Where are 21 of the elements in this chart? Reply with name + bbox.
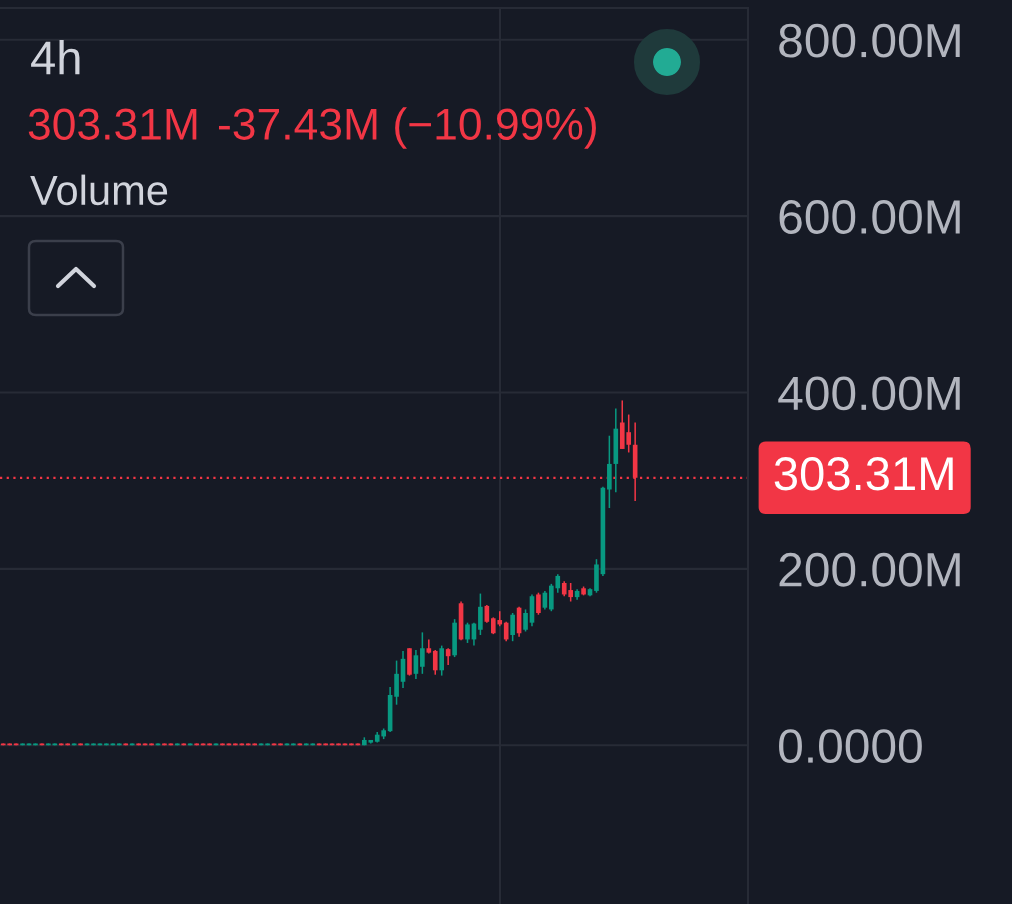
candlestick (536, 591, 541, 616)
candlestick (503, 621, 509, 642)
candlestick (465, 621, 470, 644)
annotation: 303.31M (28, 108, 197, 140)
candlestick (426, 638, 432, 655)
candlestick (439, 644, 445, 677)
y-tick-label: 400.00M (778, 376, 960, 411)
y-tick-label: 200.00M (779, 552, 960, 587)
candlestick (523, 608, 528, 633)
annotation: -37.43M (−10.99%) (218, 107, 596, 149)
y-tick-label: 600.00M (779, 200, 960, 234)
candlestick (394, 659, 399, 706)
ref-line-label: 303.31M (774, 457, 953, 491)
y-tick-label: 800.00M (779, 23, 960, 58)
y-tick-label: 0.0000 (779, 729, 922, 764)
candlestick (432, 649, 438, 676)
candlestick (478, 592, 483, 636)
candlestick (420, 631, 425, 675)
annotation: Volume (30, 174, 168, 206)
candlestick (510, 612, 515, 642)
text: 4h (31, 39, 80, 75)
